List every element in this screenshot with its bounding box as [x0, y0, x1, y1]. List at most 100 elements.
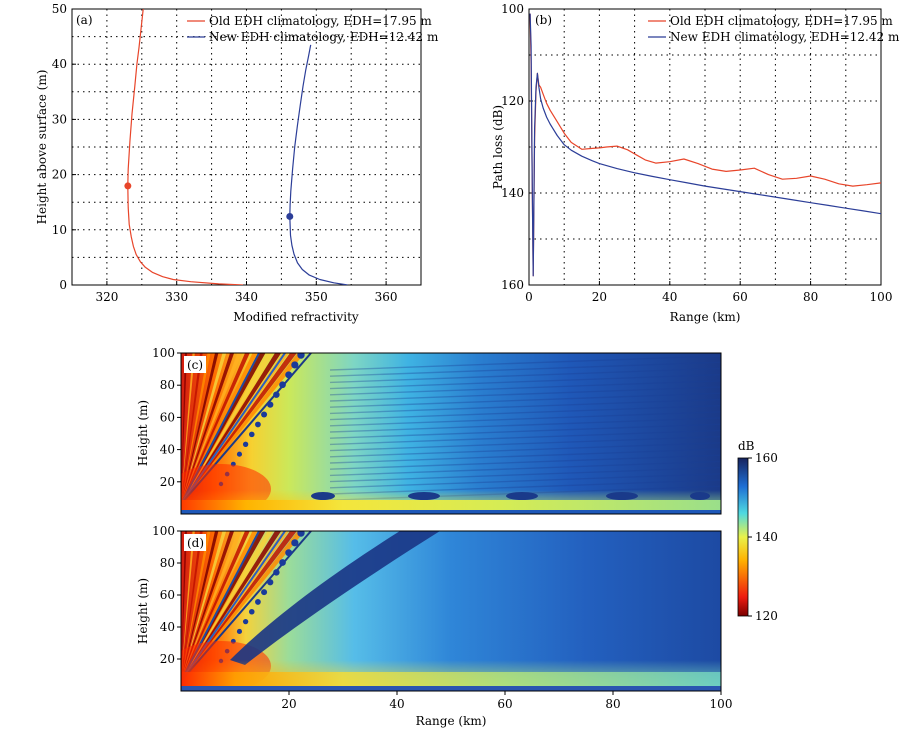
panel-c-stripe-13	[329, 435, 721, 452]
panel-d-xtick-label-4: 100	[710, 697, 733, 711]
panel-c-stripe-12	[329, 429, 721, 446]
colorbar-ticks: 120 140 160	[748, 451, 778, 623]
panel-c-lobe-2	[181, 353, 203, 504]
panel-a-ytick-label-0: 0	[59, 278, 67, 292]
panel-c-surface-band	[181, 510, 721, 514]
colorbar-tick-label-2: 160	[755, 451, 778, 465]
panel-d-lobe-14	[181, 531, 297, 681]
panel-d-xtick-label-0: 20	[281, 697, 296, 711]
panel-c-bead-10	[279, 381, 286, 389]
panel-c-stripe-1	[329, 361, 721, 377]
panel-c-lobe-3	[181, 353, 211, 504]
panel-d-label-box	[184, 534, 206, 551]
panel-c-label-box	[184, 356, 206, 373]
panel-b-grid	[529, 9, 881, 285]
panel-b-xtick-label-3: 60	[733, 290, 748, 304]
panel-b-xtick-label-5: 100	[870, 290, 893, 304]
panel-a-refractivity-profile: 320 330 340 350 360 0 10 20 30 40 50 (a) Old EDH c…	[35, 2, 439, 324]
panel-d-ytick-label-4: 100	[152, 524, 175, 538]
panel-c-stripe-9	[329, 411, 721, 427]
panel-c-stripe-19	[329, 473, 721, 489]
panel-c-lobe-14	[181, 353, 297, 504]
panel-d-ylabel: Height (m)	[136, 578, 150, 644]
panel-d-bead-4	[242, 618, 249, 625]
panel-d-field	[181, 531, 721, 691]
panel-d-lobe-2	[181, 531, 203, 681]
panel-c-frame	[180, 352, 722, 515]
panel-c-duct-nulls	[311, 492, 710, 500]
panel-c-lobe-4	[181, 353, 219, 504]
colorbar-tick-label-1: 140	[755, 530, 778, 544]
legend-a-new-label: New EDH climatology, EDH=12.42 m	[209, 30, 439, 44]
panel-c-null-4	[690, 492, 710, 500]
panel-a-legend: Old EDH climatology, EDH=17.95 m New EDH…	[187, 14, 439, 44]
panel-d-ytick-label-1: 40	[160, 620, 175, 634]
panel-d-xtick-label-1: 40	[389, 697, 404, 711]
panel-b-xlabel: Range (km)	[670, 310, 741, 324]
panel-a-xtick-label-3: 350	[305, 290, 328, 304]
panel-c-heatmap-old: 20 40 60 80 100 (c) Height (m)	[136, 346, 722, 515]
panel-c-stripe-11	[329, 423, 721, 439]
panel-d-lobe-8	[181, 531, 250, 681]
panel-b-series	[529, 13, 881, 277]
panel-a-grid	[72, 9, 421, 285]
panel-c-label: (c)	[187, 358, 203, 372]
panel-a-xtick-label-1: 330	[165, 290, 188, 304]
panel-c-ticks: 20 40 60 80 100	[152, 346, 181, 489]
panel-b-ylabel: Path loss (dB)	[491, 105, 505, 189]
colorbar-bar	[737, 457, 749, 617]
panel-d-ytick-label-0: 20	[160, 652, 175, 666]
panel-b-legend: Old EDH climatology, EDH=17.95 m New EDH…	[648, 14, 900, 44]
panel-c-null-0	[311, 492, 335, 500]
panel-c-stripe-3	[329, 373, 721, 390]
panel-b-ytick-label-0: 100	[501, 2, 524, 16]
panel-c-ytick-label-4: 100	[152, 346, 175, 360]
panel-c-duct-core	[181, 500, 721, 510]
panel-d-shadow-wedge	[230, 531, 440, 665]
panel-c-near-field-lobes	[181, 353, 312, 514]
panel-b-xtick-label-2: 40	[662, 290, 677, 304]
panel-c-stripe-2	[329, 367, 721, 384]
panel-d-ticks: 20 40 60 80 100 20 40 60 80 100	[152, 524, 732, 711]
panel-d-bead-6	[255, 599, 261, 605]
panel-a-series-1-marker	[286, 212, 294, 220]
panel-d-lobe-0	[181, 531, 187, 681]
panel-c-bead-3	[236, 451, 243, 457]
panel-c-stripe-0	[329, 355, 721, 371]
panel-d-xtick-label-2: 60	[497, 697, 512, 711]
panel-a-xtick-label-2: 340	[235, 290, 258, 304]
panel-c-stripe-7	[329, 398, 721, 415]
legend-a-old-label: Old EDH climatology, EDH=17.95 m	[209, 14, 432, 28]
panel-a-ytick-label-2: 20	[52, 168, 67, 182]
panel-a-ytick-label-5: 50	[52, 2, 67, 16]
panel-b-series-0-line	[529, 13, 881, 277]
panel-d-lobe-4	[181, 531, 219, 681]
panel-d-bead-9	[273, 569, 280, 576]
panel-c-lobe-8	[181, 353, 250, 504]
colorbar-tick-label-0: 120	[755, 609, 778, 623]
panel-d-surface-band	[181, 686, 721, 691]
panel-c-null-3	[606, 492, 638, 500]
panel-c-lobe-0	[181, 353, 187, 504]
panel-d-lobe-1	[181, 531, 195, 681]
panel-c-null-2	[506, 492, 538, 500]
panel-c-bead-13	[297, 353, 305, 359]
panel-c-bead-12	[291, 361, 299, 369]
panel-d-lobe-6	[181, 531, 235, 681]
panel-c-bead-7	[261, 411, 268, 418]
panel-d-frame	[180, 530, 722, 692]
panel-c-stripe-18	[329, 466, 721, 483]
panel-d-ytick-label-3: 80	[160, 556, 175, 570]
panel-c-bead-8	[267, 401, 274, 408]
panel-d-xtick-label-3: 80	[605, 697, 620, 711]
panel-a-ytick-label-4: 40	[52, 57, 67, 71]
legend-b-old-label: Old EDH climatology, EDH=17.95 m	[670, 14, 893, 28]
colorbar-label: dB	[738, 439, 755, 453]
panel-d-bead-10	[279, 559, 286, 566]
panel-a-ytick-label-3: 30	[52, 112, 67, 126]
panel-a-series-0-marker	[124, 182, 132, 190]
panel-c-stripe-6	[329, 392, 721, 408]
panel-d-bead-11	[285, 549, 293, 557]
panel-b-series-1-line	[529, 13, 881, 277]
